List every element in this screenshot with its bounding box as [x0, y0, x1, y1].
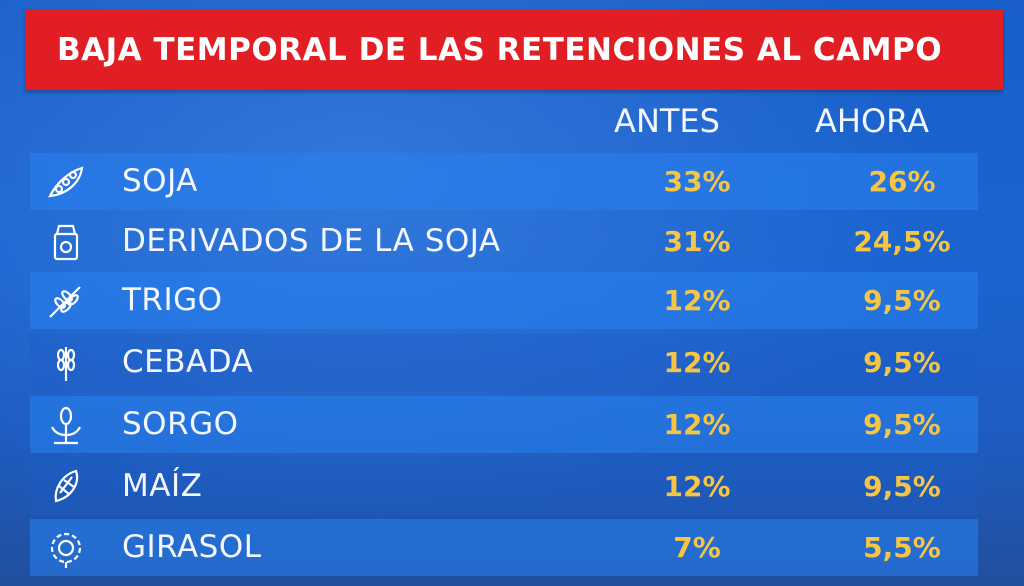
soybean-pod-icon [46, 162, 86, 202]
wheat-icon [46, 281, 86, 321]
ahora-value: 9,5% [863, 284, 941, 317]
product-label: TRIGO [122, 282, 223, 318]
table-row-sorgo: SORGO 12% 9,5% [30, 396, 978, 453]
corn-icon [46, 467, 86, 507]
title-banner: BAJA TEMPORAL DE LAS RETENCIONES AL CAMP… [25, 10, 1003, 90]
ahora-value: 26% [868, 165, 936, 198]
ahora-value: 5,5% [863, 531, 941, 564]
product-label: SOJA [122, 163, 198, 199]
ahora-value: 9,5% [863, 346, 941, 379]
ahora-value: 9,5% [863, 408, 941, 441]
table-row-maiz: MAÍZ 12% 9,5% [30, 458, 978, 515]
product-label: MAÍZ [122, 468, 203, 504]
table-row-trigo: TRIGO 12% 9,5% [30, 272, 978, 329]
table-row-derivados-de-la-soja: DERIVADOS DE LA SOJA 31% 24,5% [30, 213, 978, 270]
antes-value: 12% [663, 284, 731, 317]
column-header-ahora: AHORA [815, 102, 929, 140]
product-label: GIRASOL [122, 529, 262, 565]
ahora-value: 9,5% [863, 470, 941, 503]
column-header-antes: ANTES [614, 102, 720, 140]
ahora-value: 24,5% [853, 225, 951, 258]
page-title: BAJA TEMPORAL DE LAS RETENCIONES AL CAMP… [57, 32, 943, 68]
barley-icon [46, 343, 86, 383]
antes-value: 12% [663, 346, 731, 379]
antes-value: 31% [663, 225, 731, 258]
product-label: DERIVADOS DE LA SOJA [122, 223, 501, 259]
antes-value: 12% [663, 408, 731, 441]
antes-value: 33% [663, 165, 731, 198]
sunflower-icon [46, 528, 86, 568]
antes-value: 7% [673, 531, 721, 564]
milk-carton-icon [46, 222, 86, 262]
table-row-soja: SOJA 33% 26% [30, 153, 978, 210]
table-row-cebada: CEBADA 12% 9,5% [30, 334, 978, 391]
product-label: CEBADA [122, 344, 254, 380]
table-row-girasol: GIRASOL 7% 5,5% [30, 519, 978, 576]
sorghum-icon [46, 405, 86, 445]
product-label: SORGO [122, 406, 239, 442]
antes-value: 12% [663, 470, 731, 503]
